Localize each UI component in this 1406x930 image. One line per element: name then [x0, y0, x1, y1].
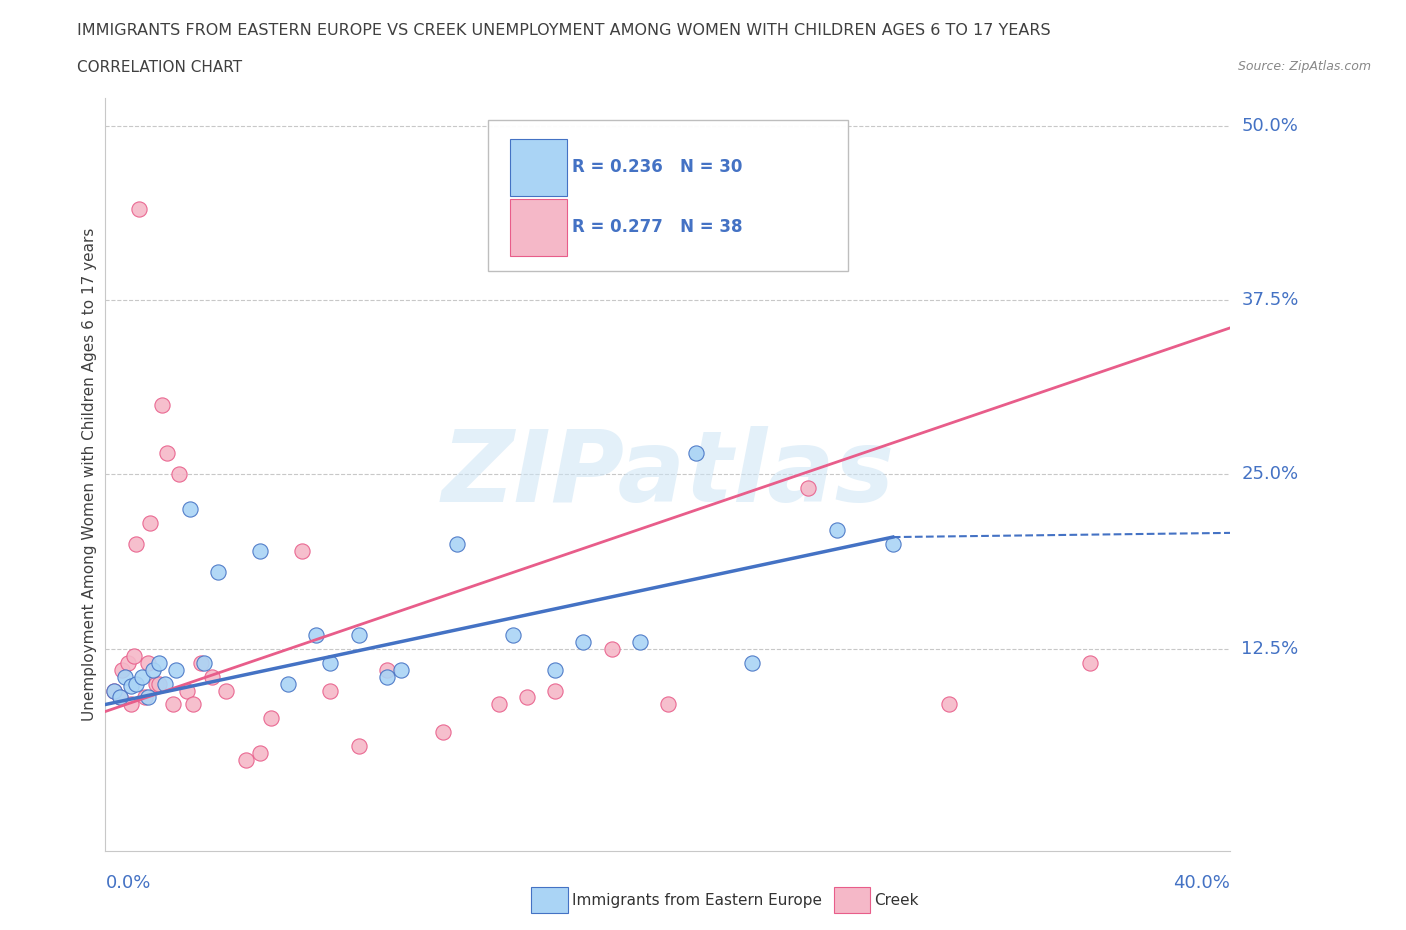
Point [249, 543, 271, 558]
Point [446, 537, 468, 551]
Point [125, 676, 148, 691]
Y-axis label: Unemployment Among Women with Children Ages 6 to 17 years: Unemployment Among Women with Children A… [82, 228, 97, 721]
Text: R = 0.236   N = 30: R = 0.236 N = 30 [572, 158, 742, 176]
Point [190, 656, 212, 671]
Point [136, 656, 159, 671]
Point [103, 683, 125, 698]
Point [108, 690, 131, 705]
Point [120, 698, 142, 712]
Point [114, 670, 136, 684]
Point [347, 628, 370, 643]
FancyBboxPatch shape [488, 120, 848, 271]
Text: 0.0%: 0.0% [105, 873, 150, 892]
Point [375, 662, 398, 677]
Point [215, 683, 238, 698]
Point [131, 670, 153, 684]
Point [148, 656, 170, 671]
Point [375, 670, 398, 684]
Point [825, 523, 848, 538]
Point [108, 690, 131, 705]
Point [544, 683, 567, 698]
Point [120, 679, 142, 694]
Point [741, 656, 763, 671]
Text: 40.0%: 40.0% [1174, 873, 1230, 892]
Point [544, 662, 567, 677]
Point [111, 662, 134, 677]
Point [156, 446, 179, 461]
Point [938, 698, 960, 712]
Text: ZIPatlas: ZIPatlas [441, 426, 894, 523]
Point [347, 738, 370, 753]
Point [117, 656, 139, 671]
Text: 50.0%: 50.0% [1241, 116, 1298, 135]
Point [207, 565, 229, 579]
Point [150, 397, 173, 412]
Point [136, 690, 159, 705]
Point [305, 628, 328, 643]
Point [165, 662, 187, 677]
Point [181, 698, 204, 712]
Point [600, 642, 623, 657]
Point [153, 676, 176, 691]
Point [502, 628, 524, 643]
Point [103, 683, 125, 698]
Point [291, 543, 314, 558]
FancyBboxPatch shape [510, 140, 567, 195]
Point [179, 502, 201, 517]
Point [145, 676, 167, 691]
Point [1078, 656, 1101, 671]
Point [193, 656, 215, 671]
Text: 12.5%: 12.5% [1241, 640, 1299, 658]
Text: Source: ZipAtlas.com: Source: ZipAtlas.com [1237, 60, 1371, 73]
Point [201, 670, 224, 684]
Point [260, 711, 283, 725]
Point [572, 634, 595, 649]
Point [882, 537, 904, 551]
Point [125, 537, 148, 551]
Point [128, 202, 150, 217]
Point [432, 725, 454, 740]
Point [657, 698, 679, 712]
Text: 25.0%: 25.0% [1241, 465, 1299, 484]
Point [319, 656, 342, 671]
Point [628, 634, 651, 649]
Point [134, 690, 156, 705]
Point [249, 746, 271, 761]
Point [389, 662, 412, 677]
Point [319, 683, 342, 698]
Point [176, 683, 198, 698]
Text: CORRELATION CHART: CORRELATION CHART [77, 60, 242, 75]
Text: Immigrants from Eastern Europe: Immigrants from Eastern Europe [572, 893, 823, 908]
Text: R = 0.277   N = 38: R = 0.277 N = 38 [572, 219, 742, 236]
Point [142, 662, 165, 677]
Point [488, 698, 510, 712]
Point [797, 481, 820, 496]
Point [139, 515, 162, 530]
FancyBboxPatch shape [510, 199, 567, 256]
Point [235, 753, 257, 768]
Point [148, 676, 170, 691]
Point [277, 676, 299, 691]
Point [516, 690, 538, 705]
Text: IMMIGRANTS FROM EASTERN EUROPE VS CREEK UNEMPLOYMENT AMONG WOMEN WITH CHILDREN A: IMMIGRANTS FROM EASTERN EUROPE VS CREEK … [77, 23, 1050, 38]
Point [167, 467, 190, 482]
Point [122, 648, 145, 663]
Point [162, 698, 184, 712]
Text: 37.5%: 37.5% [1241, 291, 1299, 309]
Point [685, 446, 707, 461]
Text: Creek: Creek [875, 893, 920, 908]
